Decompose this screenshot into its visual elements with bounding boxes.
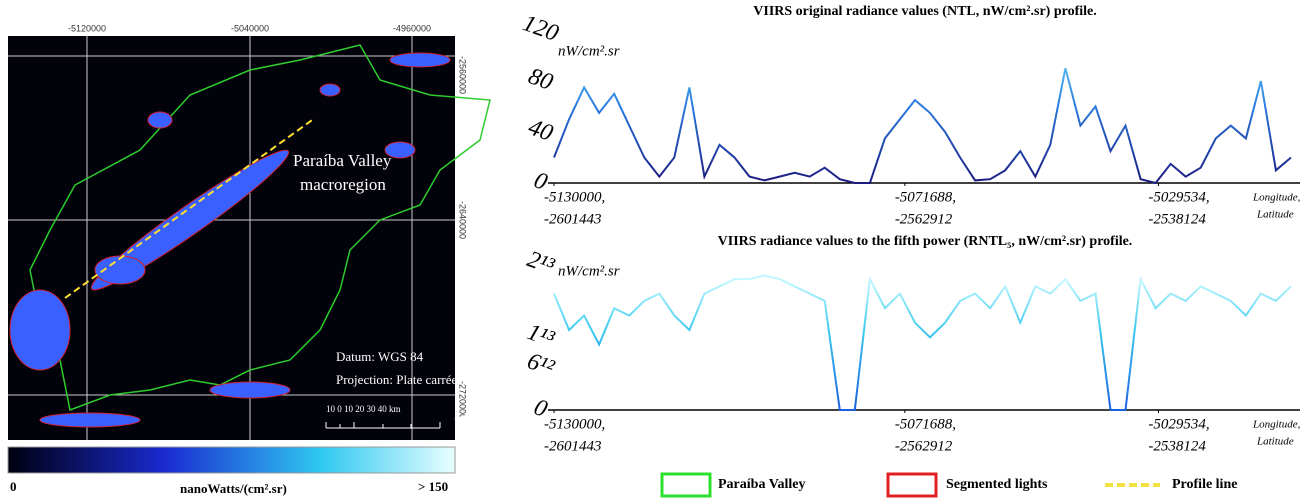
map-tick: -2720000 [458,381,468,419]
y-tick-label: 120 [519,10,562,47]
x-tick-label: -2601443 [544,211,602,227]
map-tick: -5120000 [68,23,106,33]
x-axis-label: Latitude [1256,209,1294,221]
legend-label: Profile line [1172,477,1237,492]
datum: Datum: WGS 84 [336,349,424,364]
x-tick-label: -2562912 [895,211,953,227]
map-background [8,36,455,440]
map-tick: -4960000 [393,23,431,33]
profile-line [553,68,1292,185]
y-tick-label: 1¹³ [524,319,558,353]
map-tick: -2640000 [458,201,468,239]
legend-swatch [886,472,938,498]
region-boundary [29,44,491,412]
chart-title: VIIRS radiance values to the fifth power… [718,234,1133,249]
x-axis-label: Longitude, [1252,192,1301,204]
projection: Projection: Plate carrée [336,372,458,387]
x-tick-label: -5071688, [895,189,956,205]
region-label: macroregion [300,175,386,194]
profile-line [64,117,316,299]
x-tick-label: -5130000, [544,189,605,205]
segmented-lights [9,52,451,428]
x-tick-label: -2538124 [1148,211,1206,227]
north-arrow [454,400,492,438]
x-tick-label: -5029534, [1148,416,1209,432]
legend-label: Paraíba Valley [718,477,806,492]
y-axis-label: nW/cm².sr [558,43,620,59]
x-tick-label: -2562912 [895,438,953,454]
x-tick-label: -5130000, [544,416,605,432]
y-axis-label: nW/cm².sr [558,263,620,279]
x-tick-label: -2601443 [544,438,602,454]
legend-swatch [660,472,712,498]
scale-label: 10 0 10 20 30 40 km [326,404,401,414]
x-tick-label: -2538124 [1148,438,1206,454]
scale-bar [325,422,441,429]
x-axis-label: Latitude [1256,436,1294,448]
chart-title: VIIRS original radiance values (NTL, nW/… [753,4,1096,19]
map: -5120000 -5040000 -4960000 -2560000 -264… [7,23,492,496]
profile-line [553,274,1292,411]
x-axis-label: Longitude, [1252,419,1301,431]
map-tick: -5040000 [231,23,269,33]
map-tick: -2560000 [458,56,468,94]
y-tick-label: 6¹² [524,348,558,382]
colorbar-min: 0 [10,479,17,494]
region-label: Paraíba Valley [293,151,392,170]
colorbar-unit: nanoWatts/(cm².sr) [180,481,287,496]
x-tick-label: -5029534, [1148,189,1209,205]
legend-label: Segmented lights [946,477,1048,492]
y-tick-label: 2¹³ [524,246,558,280]
x-tick-label: -5071688, [895,416,956,432]
legend: Paraíba Valley Segmented lights Profile … [660,472,1237,498]
y-tick-label: 80 [525,63,556,96]
colorbar [7,446,456,474]
y-tick-label: 40 [525,114,556,147]
colorbar-max: > 150 [418,479,448,494]
